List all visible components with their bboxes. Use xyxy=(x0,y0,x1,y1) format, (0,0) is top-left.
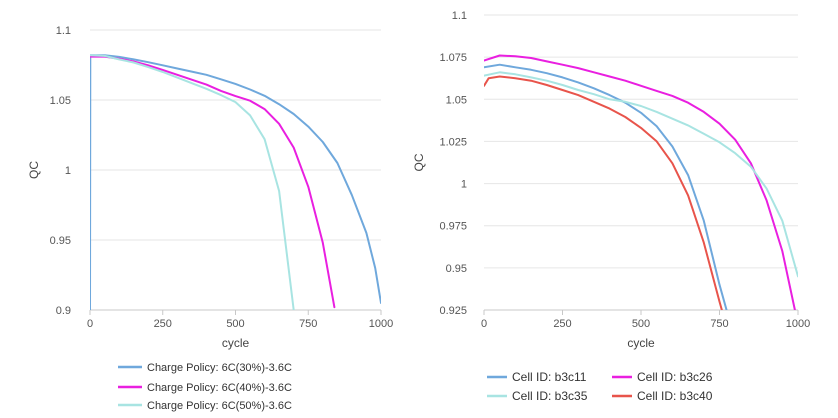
x-tick-label: 1000 xyxy=(786,318,810,330)
legend-label: Cell ID: b3c11 xyxy=(512,370,587,384)
y-tick-label: 0.95 xyxy=(50,235,71,247)
y-tick-label: 0.95 xyxy=(446,263,467,275)
legend-label: Charge Policy: 6C(50%)-3.6C xyxy=(147,400,292,412)
y-tick-label: 1 xyxy=(65,165,71,177)
y-tick-label: 1.05 xyxy=(446,94,467,106)
y-tick-label: 0.9 xyxy=(56,305,71,317)
series-line-2 xyxy=(90,55,336,309)
legend-label: Charge Policy: 6C(40%)-3.6C xyxy=(147,382,292,394)
x-axis-title: cycle xyxy=(222,336,250,350)
x-axis-title: cycle xyxy=(627,336,655,350)
series-line-3 xyxy=(484,71,798,278)
legend-label: Cell ID: b3c40 xyxy=(637,389,713,403)
series-group xyxy=(90,54,381,310)
series-line-1 xyxy=(90,54,381,310)
x-tick-label: 750 xyxy=(710,318,728,330)
left-chart: 0.9 0.95 1 1.05 1.1 0 250 500 750 1000 cycle QC Char… xyxy=(27,25,393,412)
series-line-3 xyxy=(90,54,295,310)
y-tick-label: 1.05 xyxy=(50,95,71,107)
x-tick-label: 1000 xyxy=(369,318,393,330)
y-tick-label: 1.1 xyxy=(56,25,71,37)
legend-label: Charge Policy: 6C(30%)-3.6C xyxy=(147,362,292,374)
y-tick-label: 1 xyxy=(461,179,467,191)
x-tick-label: 250 xyxy=(154,318,172,330)
y-tick-label: 0.925 xyxy=(439,305,467,317)
series-line-1 xyxy=(484,63,728,310)
y-tick-label: 0.975 xyxy=(439,221,467,233)
x-tick-label: 750 xyxy=(299,318,317,330)
y-tick-label: 1.1 xyxy=(452,10,467,22)
series-group xyxy=(484,54,798,310)
x-tick-label: 0 xyxy=(87,318,93,330)
y-axis-title: QC xyxy=(27,161,41,179)
y-tick-label: 1.075 xyxy=(439,52,467,64)
legend-label: Cell ID: b3c35 xyxy=(512,389,588,403)
x-tick-label: 500 xyxy=(226,318,244,330)
right-chart: 0.925 0.95 0.975 1 1.025 1.05 1.075 1.1 0 250 500 7… xyxy=(412,10,810,403)
x-tick-label: 0 xyxy=(481,318,487,330)
series-line-4 xyxy=(484,75,723,310)
y-tick-label: 1.025 xyxy=(439,136,467,148)
x-tick-label: 500 xyxy=(632,318,650,330)
legend-label: Cell ID: b3c26 xyxy=(637,370,713,384)
y-axis-title: QC xyxy=(412,153,426,171)
x-tick-label: 250 xyxy=(553,318,571,330)
series-line-2 xyxy=(484,54,796,310)
